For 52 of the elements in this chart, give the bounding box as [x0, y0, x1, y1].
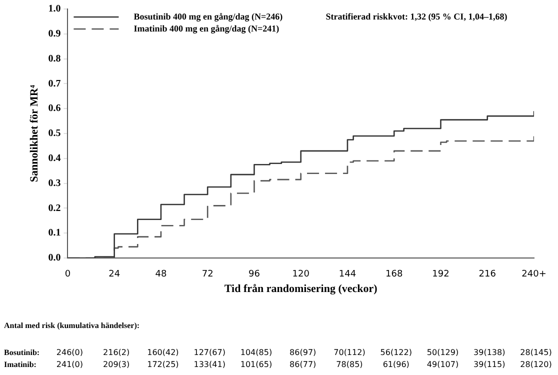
text: 241(0) — [56, 360, 84, 370]
y-tick-label: 0.9 — [48, 28, 61, 40]
x-axis-title: Tid från randomisering (veckor) — [224, 283, 378, 296]
y-axis-title: Sannolikhet för MR⁴ — [28, 84, 40, 182]
text: 50(129) — [426, 348, 459, 358]
y-tick-label: 0.1 — [48, 228, 61, 239]
text: 216(2) — [103, 348, 130, 358]
y-tick-label: 0.6 — [48, 103, 61, 114]
y-tick-label: 0.5 — [48, 128, 61, 140]
text: 39(115) — [474, 360, 506, 370]
text: 127(67) — [194, 348, 226, 358]
text: Imatinib: — [4, 360, 36, 370]
x-tick-label: 48 — [155, 270, 167, 280]
text: 86(77) — [290, 360, 316, 370]
x-tick-label: 144 — [338, 270, 356, 280]
x-tick-label: 24 — [108, 270, 120, 280]
y-tick-label: 0.2 — [48, 202, 61, 214]
y-tick-label: 0.7 — [48, 78, 61, 90]
text: 104(85) — [240, 348, 272, 358]
text: 70(112) — [334, 348, 366, 358]
text: 172(25) — [147, 360, 179, 370]
x-tick-label: 192 — [432, 270, 450, 280]
y-tick-label: 0.4 — [48, 152, 61, 164]
text: 56(122) — [380, 348, 412, 358]
x-tick-label: 0 — [64, 270, 71, 280]
text: 209(3) — [103, 360, 130, 370]
legend-label: Bosutinib 400 mg en gång/dag (N=246) — [134, 11, 283, 22]
text: 133(41) — [194, 360, 226, 370]
legend-label: Imatinib 400 mg en gång/dag (N=241) — [134, 23, 280, 34]
x-tick-label: 168 — [386, 270, 403, 280]
text: 28(145) — [520, 348, 552, 358]
annotation: Stratifierad riskkvot: 1,32 (95 % CI, 1,04–1,68) — [326, 11, 508, 22]
text: 28(120) — [520, 360, 552, 370]
x-tick-label: 216 — [478, 270, 496, 280]
x-tick-label: 120 — [292, 270, 310, 280]
text: 39(138) — [474, 348, 506, 358]
text: 78(85) — [336, 360, 363, 370]
text: 86(97) — [290, 348, 316, 358]
y-tick-label: 0.8 — [48, 53, 61, 64]
text: Bosutinib: — [4, 348, 40, 358]
text: 101(65) — [240, 360, 272, 370]
text: 246(0) — [56, 348, 84, 358]
y-tick-label: 0.3 — [48, 178, 61, 189]
x-tick-label: 96 — [248, 270, 260, 280]
text: 61(96) — [382, 360, 410, 370]
y-tick-label: 0.0 — [48, 252, 61, 264]
text: 49(107) — [426, 360, 459, 370]
x-tick-label: 72 — [202, 270, 214, 280]
text: 160(42) — [147, 348, 179, 358]
x-tick-label: 240+ — [522, 270, 546, 280]
y-tick-label: 1.0 — [48, 4, 61, 15]
text: Antal med risk (kumulativa händelser): — [4, 321, 140, 330]
